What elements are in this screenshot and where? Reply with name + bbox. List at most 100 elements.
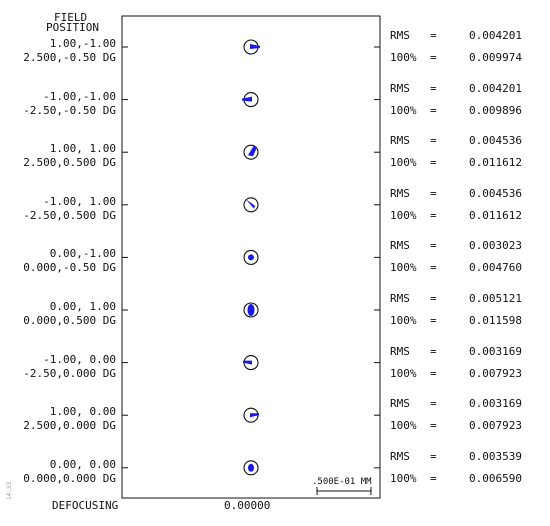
rms-value: 0.003169 <box>469 397 522 411</box>
spot <box>248 145 257 157</box>
hundred-pct-label: 100% <box>390 51 417 64</box>
spot-group <box>242 39 260 476</box>
rms-label: RMS <box>390 186 410 200</box>
hundred-pct-equals: = <box>430 471 437 485</box>
rms-equals: = <box>430 239 437 253</box>
field-position-degrees: 0.000,0.000 DG <box>23 471 116 485</box>
rms-equals: = <box>430 186 437 200</box>
hundred-pct-equals: = <box>430 51 437 64</box>
field-position-normalized: 1.00, 1.00 <box>49 142 116 156</box>
spot-cell <box>243 144 259 160</box>
rms-value: 0.004536 <box>469 186 522 200</box>
field-row: -1.00, 1.00 -2.50,0.500 DG RMS = 0.004536 100… <box>0 187 550 246</box>
rms-value: 0.005121 <box>469 292 522 305</box>
spot <box>248 463 254 472</box>
tick-marks <box>122 46 380 469</box>
hundred-pct-label: 100% <box>390 314 417 327</box>
hundred-pct-value: 0.009896 <box>469 103 522 117</box>
rms-value: 0.003023 <box>469 239 522 253</box>
field-position-normalized: -1.00, 0.00 <box>43 352 116 366</box>
rms-label: RMS <box>390 344 410 358</box>
rms-equals: = <box>430 397 437 411</box>
field-row: 1.00,-1.00 2.500,-0.50 DG RMS = 0.004201 100%… <box>0 30 550 88</box>
hundred-pct-equals: = <box>430 366 437 380</box>
field-position-degrees: 2.500,0.000 DG <box>23 419 116 433</box>
spot-cell <box>242 92 259 108</box>
field-row: -1.00, 0.00 -2.50,0.000 DG RMS = 0.003169 100… <box>0 345 550 404</box>
hundred-pct-label: 100% <box>390 103 417 117</box>
spot-cell <box>243 460 259 476</box>
spot <box>245 198 255 209</box>
defocus-value: 0.00000 <box>224 499 271 512</box>
spot <box>250 44 260 49</box>
spot <box>250 413 259 418</box>
spot <box>247 304 255 316</box>
spot <box>243 360 252 365</box>
hundred-pct-value: 0.011612 <box>469 156 522 170</box>
field-row: 0.00,-1.00 0.000,-0.50 DG RMS = 0.003023 100%… <box>0 240 550 298</box>
field-position-degrees: 2.500,-0.50 DG <box>23 51 116 64</box>
rms-value: 0.003539 <box>469 449 522 463</box>
hundred-pct-value: 0.009974 <box>469 51 522 64</box>
hundred-pct-equals: = <box>430 261 437 275</box>
field-row: 0.00, 1.00 0.000,0.500 DG RMS = 0.005121 100%… <box>0 293 550 351</box>
rms-value: 0.004536 <box>469 134 522 148</box>
hundred-pct-value: 0.006590 <box>469 471 522 485</box>
rms-label: RMS <box>390 134 410 148</box>
side-stamp: 14:33 <box>6 481 13 500</box>
rms-equals: = <box>430 292 437 305</box>
hundred-pct-label: 100% <box>390 208 417 222</box>
spot-cell <box>243 302 259 318</box>
hundred-pct-label: 100% <box>390 156 417 170</box>
field-position-degrees: 2.500,0.500 DG <box>23 156 116 170</box>
spot-cell <box>243 407 259 423</box>
rms-label: RMS <box>390 292 410 305</box>
rms-equals: = <box>430 81 437 95</box>
field-row: 0.00, 0.00 0.000,0.000 DG RMS = 0.003539 100%… <box>0 450 550 509</box>
field-position-normalized: -1.00,-1.00 <box>43 89 116 103</box>
spot <box>248 254 254 261</box>
spot-cell <box>243 355 259 371</box>
field-position-degrees: -2.50,0.500 DG <box>23 208 116 222</box>
field-position-degrees: -2.50,0.000 DG <box>23 366 116 380</box>
airy-circle <box>243 302 259 318</box>
hundred-pct-value: 0.011598 <box>469 314 522 327</box>
field-position-normalized: 0.00, 0.00 <box>49 457 116 471</box>
field-position-normalized: 0.00, 1.00 <box>49 300 116 313</box>
rms-value: 0.004201 <box>469 29 522 42</box>
field-position-normalized: 1.00, 0.00 <box>49 405 116 419</box>
hundred-pct-value: 0.011612 <box>469 208 522 222</box>
airy-circle <box>243 144 259 160</box>
hundred-pct-label: 100% <box>390 471 417 485</box>
hundred-pct-value: 0.007923 <box>469 366 522 380</box>
airy-circle <box>243 249 259 265</box>
rms-label: RMS <box>390 81 410 95</box>
airy-circle <box>243 460 259 476</box>
defocus-label: DEFOCUSING <box>52 499 119 512</box>
rms-value: 0.004201 <box>469 81 522 95</box>
rms-label: RMS <box>390 397 410 411</box>
spot-cell <box>243 39 260 55</box>
hundred-pct-label: 100% <box>390 261 417 275</box>
field-position-normalized: 0.00,-1.00 <box>49 247 116 261</box>
rms-label: RMS <box>390 239 410 253</box>
field-position-degrees: 0.000,0.500 DG <box>23 314 116 327</box>
field-row: -1.00,-1.00 -2.50,-0.50 DG RMS = 0.004201 100… <box>0 82 550 141</box>
hundred-pct-label: 100% <box>390 366 417 380</box>
field-position-degrees: -2.50,-0.50 DG <box>23 103 116 117</box>
hundred-pct-equals: = <box>430 314 437 327</box>
rms-label: RMS <box>390 449 410 463</box>
spot-cell <box>243 197 259 213</box>
field-row: 1.00, 1.00 2.500,0.500 DG RMS = 0.004536 100%… <box>0 135 550 193</box>
rms-equals: = <box>430 29 437 42</box>
header-position: POSITION <box>46 21 99 34</box>
rms-label: RMS <box>390 29 410 42</box>
rms-equals: = <box>430 449 437 463</box>
spot <box>242 96 252 102</box>
hundred-pct-value: 0.007923 <box>469 419 522 433</box>
scale-label: .500E-01 MM <box>312 477 372 487</box>
field-row: 1.00, 0.00 2.500,0.000 DG RMS = 0.003169 100%… <box>0 398 550 456</box>
rms-equals: = <box>430 134 437 148</box>
hundred-pct-label: 100% <box>390 419 417 433</box>
